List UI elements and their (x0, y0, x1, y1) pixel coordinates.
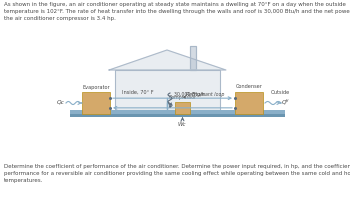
Text: Qᴴ: Qᴴ (282, 99, 289, 104)
Text: Compressor: Compressor (168, 96, 196, 101)
Text: 30,000 Btu/h: 30,000 Btu/h (174, 92, 205, 97)
Bar (70, 114, 285, 117)
Polygon shape (115, 70, 220, 110)
Bar (235, 92, 263, 114)
Text: As shown in the figure, an air conditioner operating at steady state maintains a: As shown in the figure, an air condition… (4, 2, 350, 21)
Text: Outside: Outside (270, 89, 290, 94)
Bar (82, 92, 110, 114)
Bar (175, 102, 190, 114)
Text: Refrigerant loop: Refrigerant loop (186, 92, 224, 97)
Text: Condenser: Condenser (236, 84, 262, 89)
Text: Qᴄ: Qᴄ (57, 99, 65, 104)
Text: Evaporator: Evaporator (82, 84, 110, 89)
Polygon shape (190, 46, 196, 70)
Polygon shape (109, 50, 226, 70)
Text: Inside, 70° F: Inside, 70° F (122, 89, 154, 94)
Text: Determine the coefficient of performance of the air conditioner. Determine the p: Determine the coefficient of performance… (4, 164, 350, 183)
Bar (70, 110, 285, 114)
Text: Ẅᴄ: Ẅᴄ (177, 122, 186, 127)
